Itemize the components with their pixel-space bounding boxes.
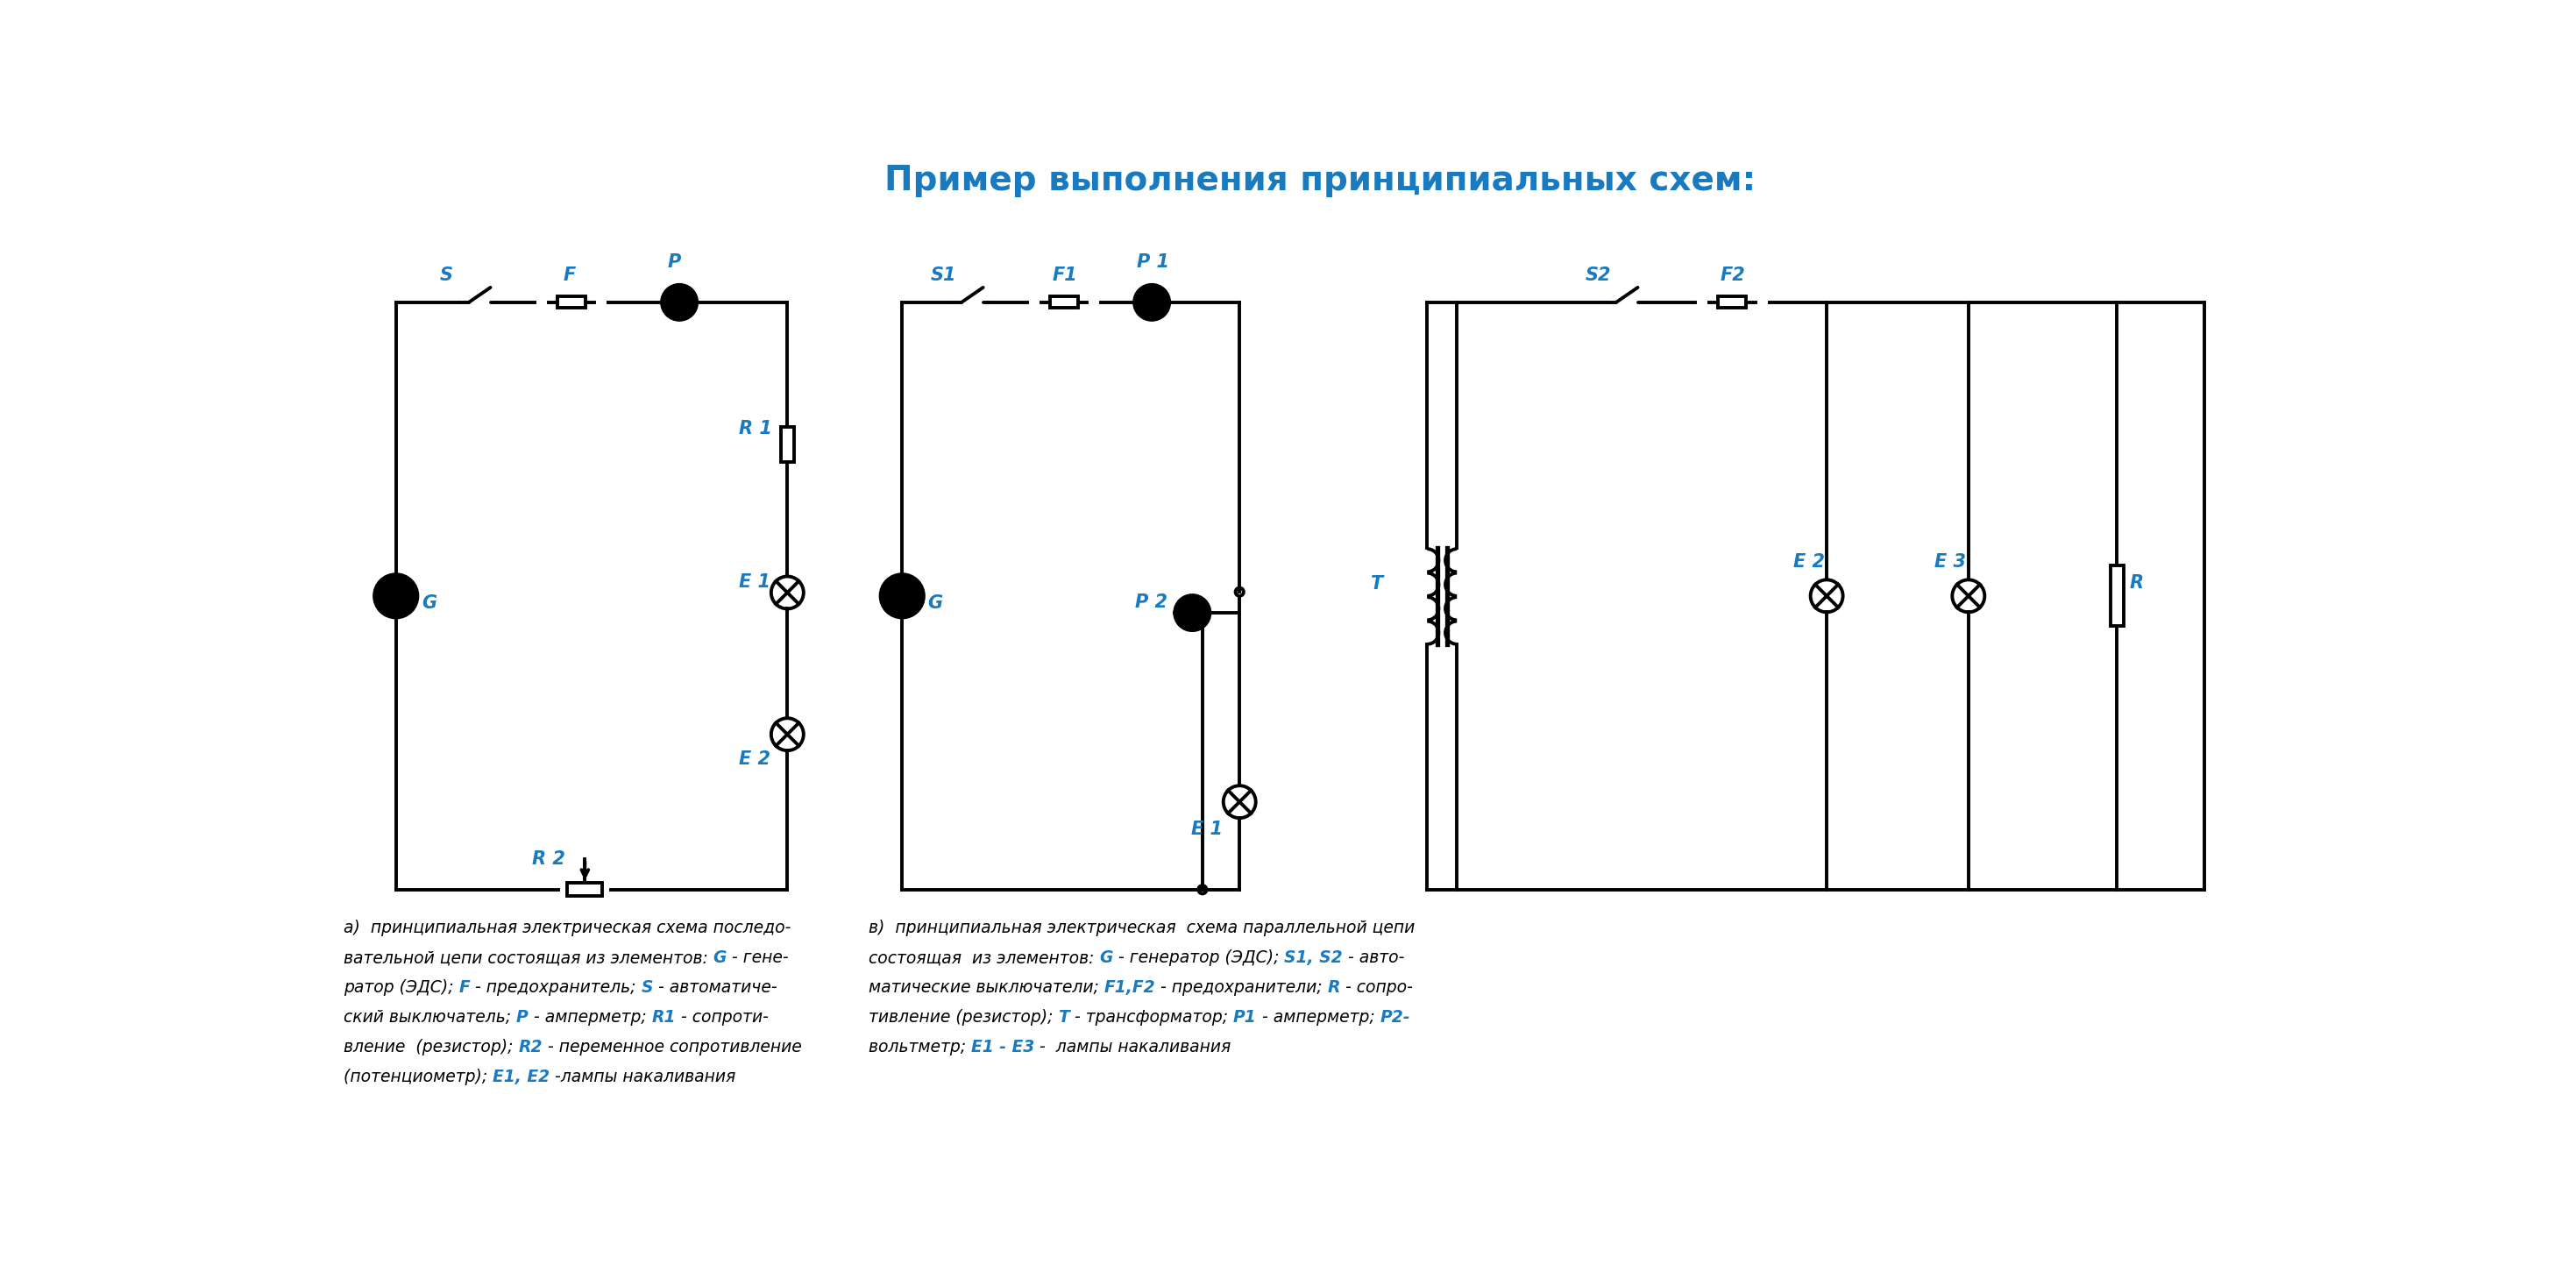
Text: E 3: E 3 [1935,554,1965,571]
Text: F: F [564,267,577,285]
Text: - автоматиче-: - автоматиче- [654,979,778,996]
Text: Г: Г [392,588,402,605]
Text: G: G [927,595,943,611]
Text: в)  принципиальная электрическая  схема параллельной цепи: в) принципиальная электрическая схема па… [868,920,1414,936]
Text: E1, E2: E1, E2 [492,1069,549,1085]
Circle shape [374,574,417,617]
Text: P2-: P2- [1381,1009,1409,1026]
Text: A: A [672,293,685,311]
Text: -лампы накаливания: -лампы накаливания [549,1069,737,1085]
Text: - сопро-: - сопро- [1340,979,1414,996]
Text: S1, S2: S1, S2 [1285,950,1342,966]
Text: S2: S2 [1584,267,1610,285]
Text: P1: P1 [1234,1009,1257,1026]
Bar [556,296,585,309]
Text: F: F [459,979,469,996]
Text: ский выключатель;: ский выключатель; [343,1009,515,1026]
Text: - гене-: - гене- [726,950,788,966]
Text: S: S [440,267,453,285]
Circle shape [1133,285,1170,320]
Text: T: T [1059,1009,1069,1026]
Text: P 1: P 1 [1136,253,1170,271]
Text: F1: F1 [1051,267,1077,285]
Text: E 1: E 1 [739,573,770,591]
Bar [567,883,603,897]
Text: R 2: R 2 [533,850,567,868]
Text: - авто-: - авто- [1342,950,1404,966]
Text: Г: Г [896,588,907,605]
Text: - переменное сопротивление: - переменное сопротивление [544,1039,801,1055]
Text: - сопроти-: - сопроти- [675,1009,768,1026]
Bar [2110,565,2123,626]
Bar [1051,296,1079,309]
Bar [1718,296,1747,309]
Circle shape [881,574,925,617]
Text: R2: R2 [518,1039,544,1055]
Text: E 1: E 1 [1190,820,1224,837]
Text: R1: R1 [652,1009,675,1026]
Circle shape [662,285,698,320]
Text: G: G [1100,950,1113,966]
Text: R 1: R 1 [739,420,773,438]
Text: E 2: E 2 [739,750,770,768]
Text: а)  принципиальная электрическая схема последо-: а) принципиальная электрическая схема по… [343,920,791,936]
Text: - амперметр;: - амперметр; [528,1009,652,1026]
Text: R: R [2128,574,2143,591]
Text: F1,F2: F1,F2 [1105,979,1157,996]
Text: T: T [1370,576,1383,593]
Text: ратор (ЭДС);: ратор (ЭДС); [343,979,459,996]
Bar [781,426,793,462]
Text: - амперметр;: - амперметр; [1257,1009,1381,1026]
Text: состоящая  из элементов:: состоящая из элементов: [868,950,1100,966]
Text: S: S [641,979,654,996]
Text: V: V [1185,605,1198,621]
Text: F2: F2 [1721,267,1747,285]
Text: вольтметр;: вольтметр; [868,1039,971,1055]
Text: вление  (резистор);: вление (резистор); [343,1039,518,1055]
Text: тивление (резистор);: тивление (резистор); [868,1009,1059,1026]
Text: - предохранитель;: - предохранитель; [469,979,641,996]
Text: вательной цепи состоящая из элементов:: вательной цепи состоящая из элементов: [343,950,714,966]
Text: G: G [422,595,435,611]
Text: - предохранители;: - предохранители; [1157,979,1327,996]
Text: E1 - E3: E1 - E3 [971,1039,1036,1055]
Text: P: P [667,253,680,271]
Circle shape [1175,596,1211,630]
Text: R: R [1327,979,1340,996]
Text: Пример выполнения принципиальных схем:: Пример выполнения принципиальных схем: [884,164,1757,197]
Text: -  лампы накаливания: - лампы накаливания [1036,1039,1231,1055]
Text: - трансформатор;: - трансформатор; [1069,1009,1234,1026]
Text: - генератор (ЭДС);: - генератор (ЭДС); [1113,950,1285,966]
Text: P: P [515,1009,528,1026]
Text: S1: S1 [930,267,956,285]
Text: E 2: E 2 [1793,554,1824,571]
Text: матические выключатели;: матические выключатели; [868,979,1105,996]
Text: A: A [1146,293,1159,311]
Text: (потенциометр);: (потенциометр); [343,1069,492,1085]
Text: P 2: P 2 [1136,593,1167,611]
Text: G: G [714,950,726,966]
